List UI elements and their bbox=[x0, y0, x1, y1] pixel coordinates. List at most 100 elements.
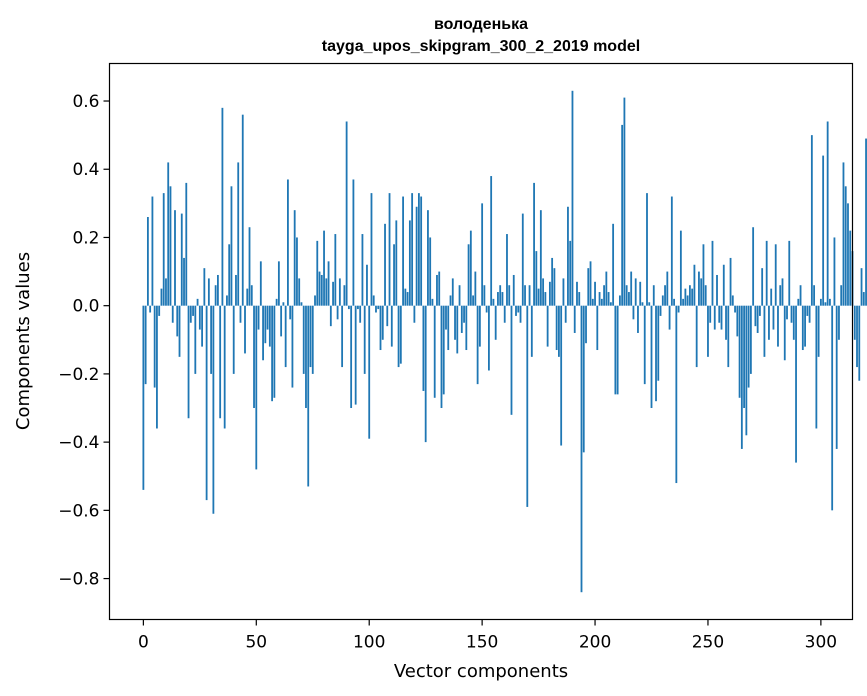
bar bbox=[641, 302, 644, 306]
bar bbox=[492, 298, 495, 306]
bar bbox=[454, 305, 456, 340]
bar bbox=[673, 298, 675, 306]
bar bbox=[614, 305, 617, 395]
y-tick-label: −0.6 bbox=[58, 501, 99, 521]
bar bbox=[786, 305, 788, 320]
bar bbox=[548, 281, 551, 306]
bar bbox=[576, 281, 578, 306]
bar bbox=[777, 305, 779, 347]
bar bbox=[237, 162, 240, 306]
bar bbox=[826, 121, 829, 306]
bar bbox=[325, 278, 328, 306]
bar bbox=[465, 305, 468, 351]
y-axis-label: Components values bbox=[13, 252, 34, 430]
bar bbox=[544, 292, 547, 306]
bar bbox=[223, 305, 226, 429]
bar bbox=[472, 295, 474, 306]
bar bbox=[722, 264, 725, 306]
bar bbox=[203, 268, 206, 306]
bar bbox=[165, 278, 167, 306]
x-tick-label: 100 bbox=[353, 633, 385, 653]
bar bbox=[361, 234, 364, 306]
bar bbox=[210, 305, 213, 374]
bar bbox=[768, 305, 770, 340]
bar bbox=[359, 305, 362, 323]
bar bbox=[562, 278, 565, 306]
bar bbox=[217, 274, 219, 306]
bar bbox=[558, 305, 560, 357]
bar bbox=[774, 244, 777, 306]
bar bbox=[711, 240, 714, 306]
bar bbox=[752, 227, 755, 306]
bar bbox=[296, 237, 298, 306]
bar bbox=[494, 305, 497, 340]
bar bbox=[499, 285, 502, 306]
bar bbox=[305, 305, 307, 409]
bar bbox=[476, 305, 479, 385]
bar bbox=[578, 292, 581, 306]
bar bbox=[508, 285, 511, 306]
bar bbox=[282, 302, 285, 306]
bar bbox=[720, 305, 723, 330]
bar bbox=[829, 298, 831, 306]
bar bbox=[463, 305, 465, 323]
bar bbox=[612, 223, 615, 306]
bar bbox=[822, 155, 825, 306]
bar bbox=[698, 271, 700, 306]
bar bbox=[307, 305, 310, 487]
bar bbox=[192, 305, 194, 316]
bar bbox=[327, 261, 330, 306]
bar bbox=[357, 305, 359, 310]
bar bbox=[618, 295, 621, 306]
chart-subtitle: tayga_upos_skipgram_300_2_2019 model bbox=[322, 38, 640, 55]
bar bbox=[847, 203, 849, 306]
bar bbox=[406, 292, 409, 306]
bar bbox=[632, 305, 635, 320]
bar bbox=[196, 298, 199, 306]
bar bbox=[460, 305, 463, 333]
bar bbox=[731, 295, 734, 306]
y-axis-ticks: 0.6 0.4 0.2 0.0 −0.2 −0.4 −0.6 −0.8 bbox=[58, 92, 110, 590]
bar bbox=[375, 305, 377, 313]
bar bbox=[763, 305, 766, 357]
bar bbox=[323, 230, 325, 306]
bar bbox=[433, 305, 436, 398]
bar bbox=[725, 305, 727, 340]
bar bbox=[241, 114, 244, 306]
bar bbox=[309, 305, 312, 368]
bar bbox=[571, 90, 574, 306]
bar bbox=[691, 288, 694, 306]
bar bbox=[201, 305, 203, 347]
bar bbox=[490, 176, 493, 306]
bar bbox=[302, 305, 305, 374]
bar bbox=[174, 210, 176, 306]
bar bbox=[187, 305, 190, 419]
bar bbox=[194, 305, 197, 374]
bar bbox=[862, 292, 865, 306]
bar bbox=[399, 305, 402, 364]
bar bbox=[517, 305, 520, 313]
bar bbox=[856, 305, 858, 368]
bar bbox=[668, 305, 671, 330]
bar bbox=[438, 271, 441, 306]
x-tick-label: 50 bbox=[245, 633, 267, 653]
bar bbox=[368, 305, 371, 439]
bar bbox=[214, 285, 217, 306]
bar bbox=[488, 305, 490, 371]
bar bbox=[503, 305, 506, 323]
bar bbox=[666, 271, 669, 306]
bar bbox=[250, 285, 253, 306]
bar bbox=[833, 237, 836, 306]
bar bbox=[397, 305, 400, 368]
bar bbox=[404, 288, 407, 306]
bar bbox=[366, 264, 368, 306]
bar bbox=[713, 305, 716, 330]
bar bbox=[169, 186, 172, 306]
bar bbox=[625, 285, 628, 306]
bar bbox=[842, 162, 845, 306]
bar bbox=[808, 305, 811, 323]
bar bbox=[436, 274, 438, 306]
bar bbox=[594, 281, 596, 306]
bar bbox=[754, 305, 757, 327]
bar bbox=[596, 305, 599, 351]
